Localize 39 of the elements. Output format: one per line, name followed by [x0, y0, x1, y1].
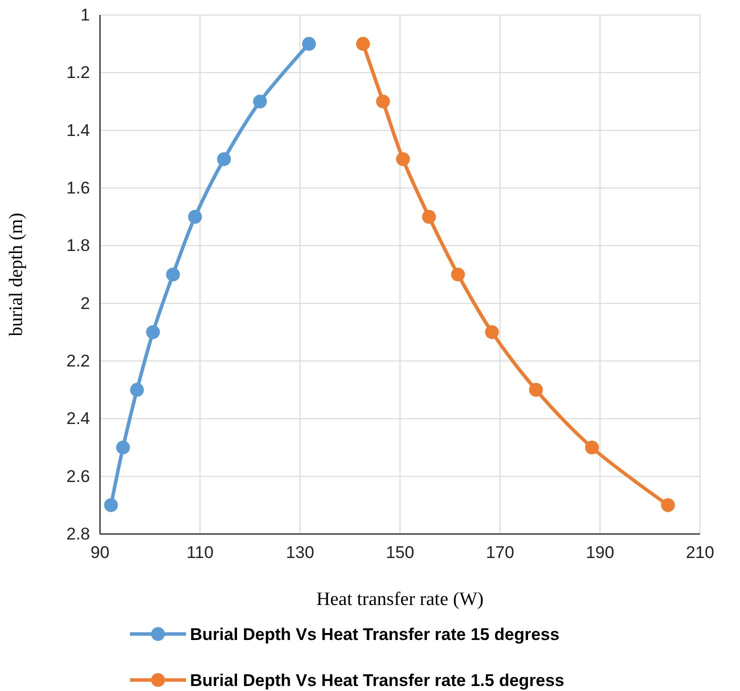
point	[585, 440, 599, 454]
x-tick-label: 90	[90, 543, 110, 562]
point	[166, 268, 180, 282]
point	[485, 325, 499, 340]
point	[217, 152, 231, 166]
point	[356, 36, 370, 51]
y-tick-label: 2.2	[66, 351, 90, 370]
y-tick-label: 2.6	[66, 466, 90, 486]
x-tick-label: 210	[686, 543, 714, 562]
x-tick-label: 110	[186, 543, 214, 562]
x-tick-label: 150	[386, 543, 414, 562]
point	[396, 152, 410, 166]
point	[302, 36, 316, 51]
point	[116, 440, 130, 454]
point	[376, 94, 390, 108]
legend-label: Burial Depth Vs Heat Transfer rate 15 degress	[190, 625, 560, 644]
point	[451, 268, 465, 282]
x-axis-title: Heat transfer rate (W)	[316, 589, 484, 610]
point	[529, 382, 543, 397]
point	[188, 210, 202, 224]
y-tick-label: 1.8	[66, 236, 90, 256]
y-tick-label: 1.4	[66, 120, 90, 140]
x-tick-label: 190	[586, 543, 614, 562]
point	[146, 325, 160, 340]
point	[253, 94, 267, 108]
point	[104, 498, 118, 512]
y-tick-label: 1	[80, 5, 90, 24]
y-tick-label: 2.4	[66, 409, 90, 428]
point	[422, 210, 436, 224]
legend-label: Burial Depth Vs Heat Transfer rate 1.5 degress	[190, 671, 564, 690]
y-tick-label: 1.2	[66, 63, 90, 82]
y-axis-title: burial depth (m)	[6, 212, 27, 336]
x-tick-label: 130	[286, 543, 314, 562]
point	[661, 498, 675, 512]
point	[130, 382, 144, 397]
y-tick-label: 2.8	[66, 524, 90, 544]
y-tick-label: 2	[80, 294, 90, 313]
y-tick-label: 1.6	[66, 178, 90, 198]
x-tick-label: 170	[486, 543, 514, 562]
